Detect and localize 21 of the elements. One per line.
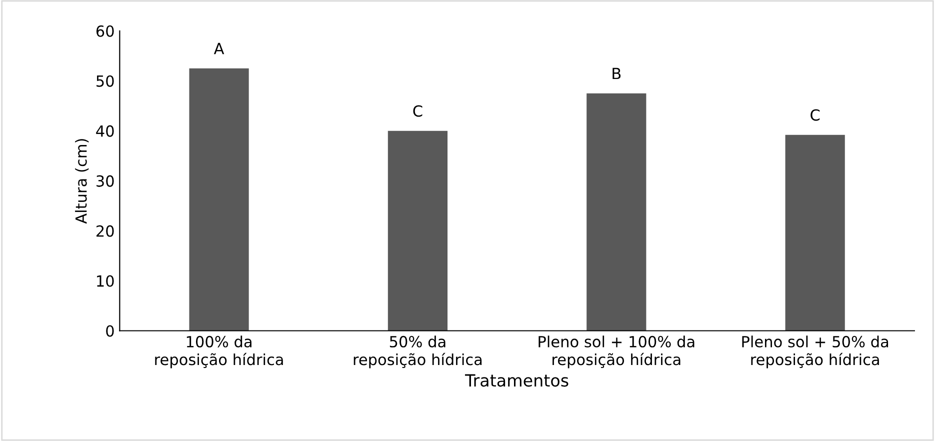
- y-tick-label: 20: [96, 225, 114, 237]
- y-tick-label: 10: [97, 275, 114, 287]
- y-axis-title: Altura (cm): [75, 139, 89, 224]
- y-tick-label: 30: [96, 175, 114, 187]
- x-axis-title: Tratamentos: [465, 374, 568, 387]
- data-label: C: [413, 105, 422, 117]
- bar: [189, 68, 249, 331]
- data-label: A: [214, 42, 224, 54]
- x-tick-label: 50% da reposição hídrica: [354, 336, 482, 368]
- bar: [388, 130, 448, 331]
- x-tick-label: 100% da reposição hídrica: [155, 336, 283, 368]
- data-label: C: [810, 109, 820, 121]
- data-label: B: [612, 68, 621, 80]
- bar: [785, 134, 845, 331]
- x-tick-label: Pleno sol + 100% da reposição hídrica: [538, 336, 694, 368]
- y-tick-label: 0: [106, 325, 114, 337]
- y-tick-label: 50: [96, 75, 114, 87]
- y-tick-label: 40: [96, 125, 114, 137]
- y-tick-label: 60: [96, 25, 114, 37]
- bar: [586, 93, 646, 331]
- x-tick-label: Pleno sol + 50% da reposição hídrica: [742, 336, 888, 368]
